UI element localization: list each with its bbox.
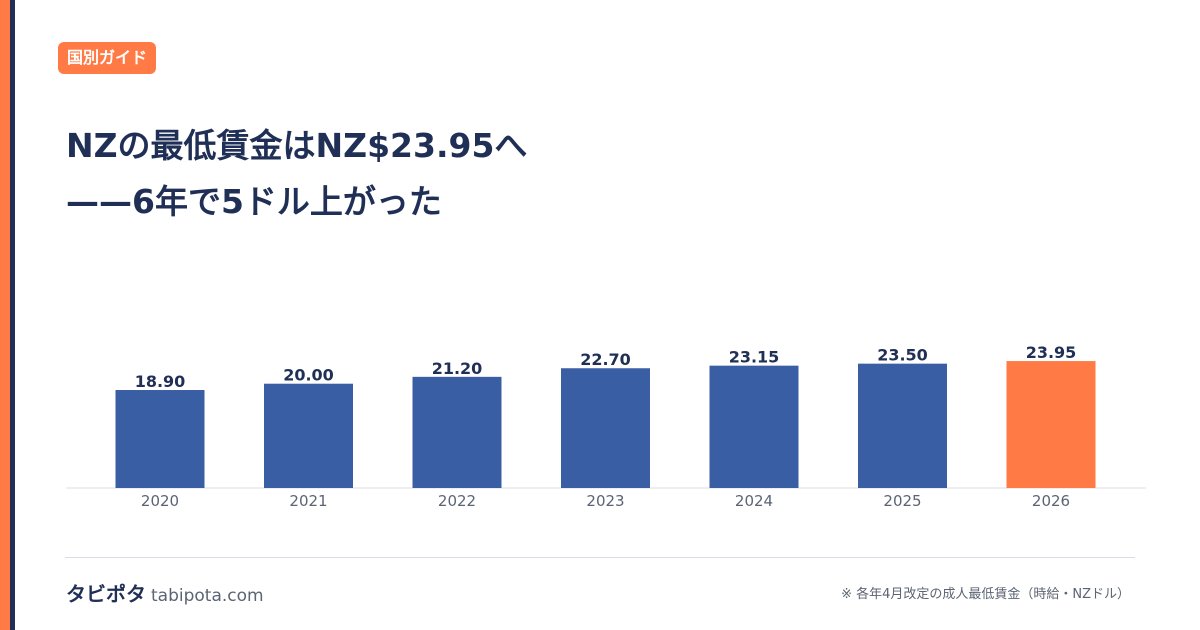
data-label-2025: 23.50: [877, 346, 928, 365]
accent-bar-inner: [10, 0, 15, 630]
data-label-2021: 20.00: [283, 366, 334, 385]
x-tick-label-2023: 2023: [586, 492, 624, 510]
bar-2026: [1006, 361, 1096, 488]
data-label-2026: 23.95: [1026, 343, 1077, 362]
x-tick-label-2026: 2026: [1032, 492, 1070, 510]
x-tick-label-2022: 2022: [438, 492, 476, 510]
x-tick-label-2020: 2020: [141, 492, 179, 510]
bar-2022: [412, 376, 502, 488]
footnote: ※ 各年4月改定の成人最低賃金（時給・NZドル）: [841, 587, 1130, 602]
x-tick-label-2025: 2025: [883, 492, 921, 510]
bar-2024: [709, 365, 799, 488]
data-label-2022: 21.20: [432, 359, 483, 378]
accent-bar: [0, 0, 10, 630]
bar-2023: [561, 368, 650, 488]
bar-chart: 18.90 2020 20.00 2021 21.20 2022 22.70 2023 23.1…: [66, 343, 1146, 510]
title-line-2: ——6年で5ドル上がった: [66, 182, 442, 221]
footer-divider: [65, 557, 1135, 558]
category-badge: 国別ガイド: [58, 42, 157, 74]
bar-2020: [115, 390, 205, 488]
site-domain: tabipota.com: [151, 586, 264, 606]
data-label-2020: 18.90: [135, 372, 186, 391]
title-line-1: NZの最低賃金はNZ$23.95へ: [66, 126, 528, 165]
bar-2025: [858, 363, 947, 488]
data-label-2024: 23.15: [729, 348, 780, 367]
page-title: NZの最低賃金はNZ$23.95へ ——6年で5ドル上がった: [66, 118, 527, 230]
x-tick-label-2021: 2021: [289, 492, 327, 510]
brand-logo: タビポタ: [66, 582, 146, 606]
data-label-2023: 22.70: [580, 350, 631, 369]
bar-2021: [264, 383, 353, 488]
x-tick-label-2024: 2024: [735, 492, 773, 510]
